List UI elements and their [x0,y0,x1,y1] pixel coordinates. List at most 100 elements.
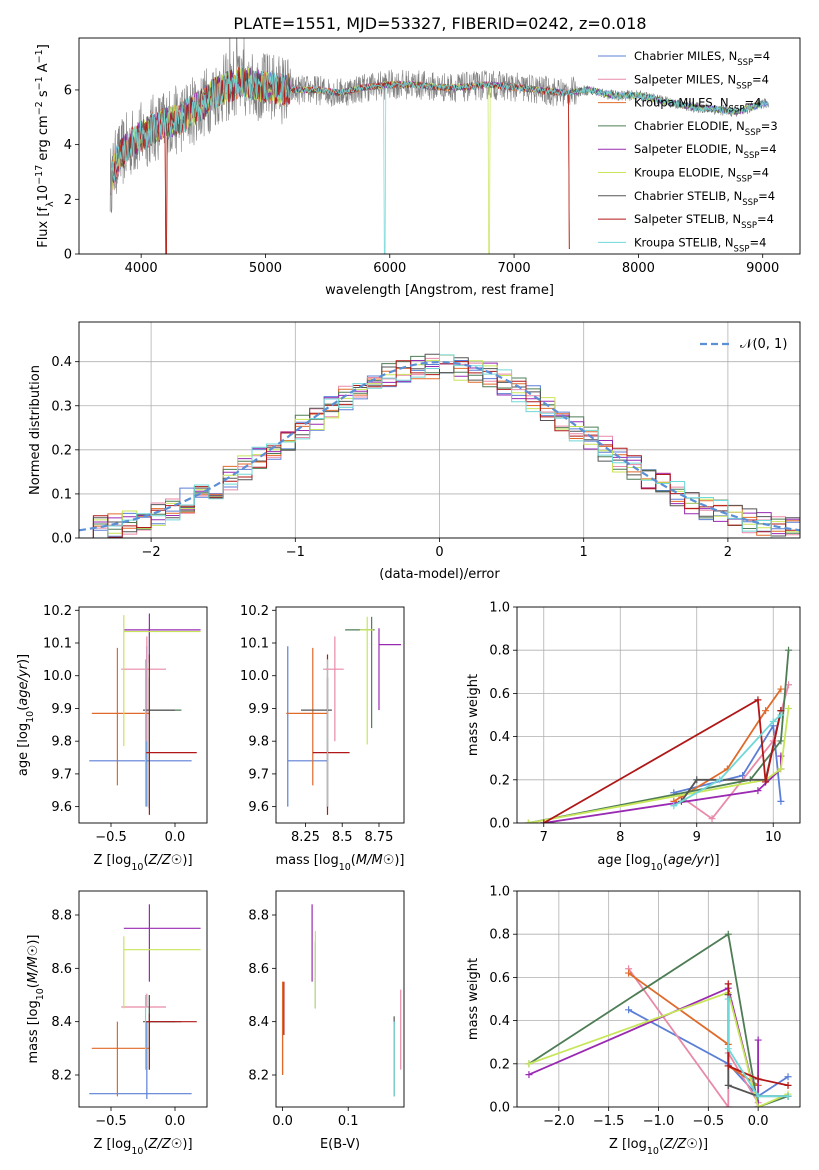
y-tick-label: 8.8 [51,909,72,924]
weight-series [525,984,762,1107]
axes-frame [78,606,208,824]
y-tick-label: 2 [64,193,72,208]
legend-entry: Chabrier MILES, NSSP=4 [634,49,770,68]
axes-frame [275,890,405,1108]
weight-marker [777,711,785,719]
x-axis-label: Z [log10(Z/Z☉)] [93,853,192,873]
y-axis-label: mass weight [466,674,481,756]
weight-marker [762,707,770,715]
x-tick-label: 0 [435,545,443,560]
axes-frame [275,606,405,824]
errorbar-point [123,613,201,663]
panel-weight-vs-age: 7 8 9 10 0.0 0.2 0.4 0.6 0.8 1.0 age [log10(age/yr… [466,601,801,873]
x-tick-label: 10 [765,830,782,845]
weight-line [528,932,789,1107]
legend-entry: Salpeter MILES, NSSP=4 [634,72,769,91]
weight-marker [693,776,701,784]
y-tick-label: 1.0 [489,601,510,616]
legend-entry: Chabrier STELIB, NSSP=4 [634,189,775,208]
weight-line [528,986,759,1107]
y-tick-label: 9.9 [248,702,269,717]
plot-area [286,616,402,815]
errorbar-point [378,628,402,711]
errorbar-point [123,936,201,1009]
legend-entry: Chabrier ELODIE, NSSP=3 [634,119,778,138]
errorbar-point [123,615,201,747]
y-tick-label: 0.0 [489,1101,510,1116]
weight-marker [785,646,793,654]
errorbar-point [89,646,192,807]
x-axis-label: mass [log10(M/M☉)] [276,853,405,873]
x-tick-label: 7000 [498,261,531,276]
x-tick-label: 8 [616,830,624,845]
axes-frame [78,890,208,1108]
x-tick-label: 8.75 [365,830,394,845]
errorbar-point [89,1021,192,1099]
x-tick-label: −2.0 [543,1114,575,1129]
errorbar-point [148,628,182,809]
x-tick-label: 6000 [373,261,406,276]
y-tick-label: 10.0 [240,669,269,684]
x-tick-label: 8000 [622,261,655,276]
panel-mass-vs-ebv: 0.0 0.1 8.2 8.4 8.6 8.8 E(B-V) [248,890,405,1152]
weight-marker [724,995,732,1003]
legend-entry: Salpeter ELODIE, NSSP=4 [634,142,777,161]
axes-frame [516,890,801,1108]
plot-area [89,904,201,1099]
x-tick-label: 9 [693,830,701,845]
weight-marker [716,776,724,784]
plot-area [281,904,402,1097]
x-tick-label: 4000 [125,261,158,276]
y-tick-label: 9.8 [248,735,269,750]
x-tick-label: 0.1 [338,1114,359,1129]
y-tick-label: 0.0 [489,817,510,832]
weight-line [673,723,782,802]
model-spectrum-line [110,65,769,254]
errorbar-point [123,904,201,982]
y-tick-label: 0.2 [489,773,510,788]
weight-series [724,995,792,1100]
weight-marker [525,1060,533,1068]
weight-series [540,696,785,823]
x-tick-label: 0.0 [272,1114,293,1129]
errorbar-point [312,654,350,815]
weight-marker [625,1006,633,1014]
x-tick-label: 2 [724,545,732,560]
weight-marker [625,969,633,977]
weight-marker [769,717,777,725]
y-tick-label: 10.1 [43,637,72,652]
x-tick-label: 0.0 [165,830,186,845]
weight-series [540,752,785,823]
x-tick-label: −0.5 [95,830,127,845]
y-tick-label: 9.7 [248,767,269,782]
errorbar-point [345,616,375,729]
y-tick-label: 0.4 [489,1014,510,1029]
y-tick-label: 8.8 [248,909,269,924]
panel-residuals: −2 −1 0 1 2 0.0 0.1 0.2 0.3 0.4 𝒩(0, 1) (data-model… [28,321,801,582]
legend-entry: 𝒩(0, 1) [740,337,787,352]
weight-marker [754,787,762,795]
errorbar-point [121,636,167,742]
errorbar-point [323,636,344,742]
errorbar-point [91,647,150,786]
x-tick-label: 5000 [249,261,282,276]
panel-spectrum: 4000 5000 6000 7000 8000 9000 0 2 4 6 wavelength [… [34,37,801,298]
errorbar-point [143,995,175,1070]
x-tick-label: 1 [580,545,588,560]
weight-marker [540,819,548,823]
plot-area [517,891,800,1107]
y-tick-label: 8.2 [51,1069,72,1084]
x-tick-label: −0.5 [95,1114,127,1129]
weight-marker [724,930,732,938]
weight-marker [777,737,785,745]
x-tick-label: 0.0 [748,1114,769,1129]
y-tick-label: 0.2 [51,443,72,458]
weight-line [727,999,788,1098]
weight-line [528,991,789,1107]
y-tick-label: 0 [64,248,72,263]
x-tick-label: 9000 [746,261,779,276]
y-axis-label: Normed distribution [28,365,43,495]
legend-entry: Kroupa MILES, NSSP=4 [634,96,761,115]
y-tick-label: 9.8 [51,735,72,750]
x-axis-label: wavelength [Angstrom, rest frame] [325,283,554,298]
